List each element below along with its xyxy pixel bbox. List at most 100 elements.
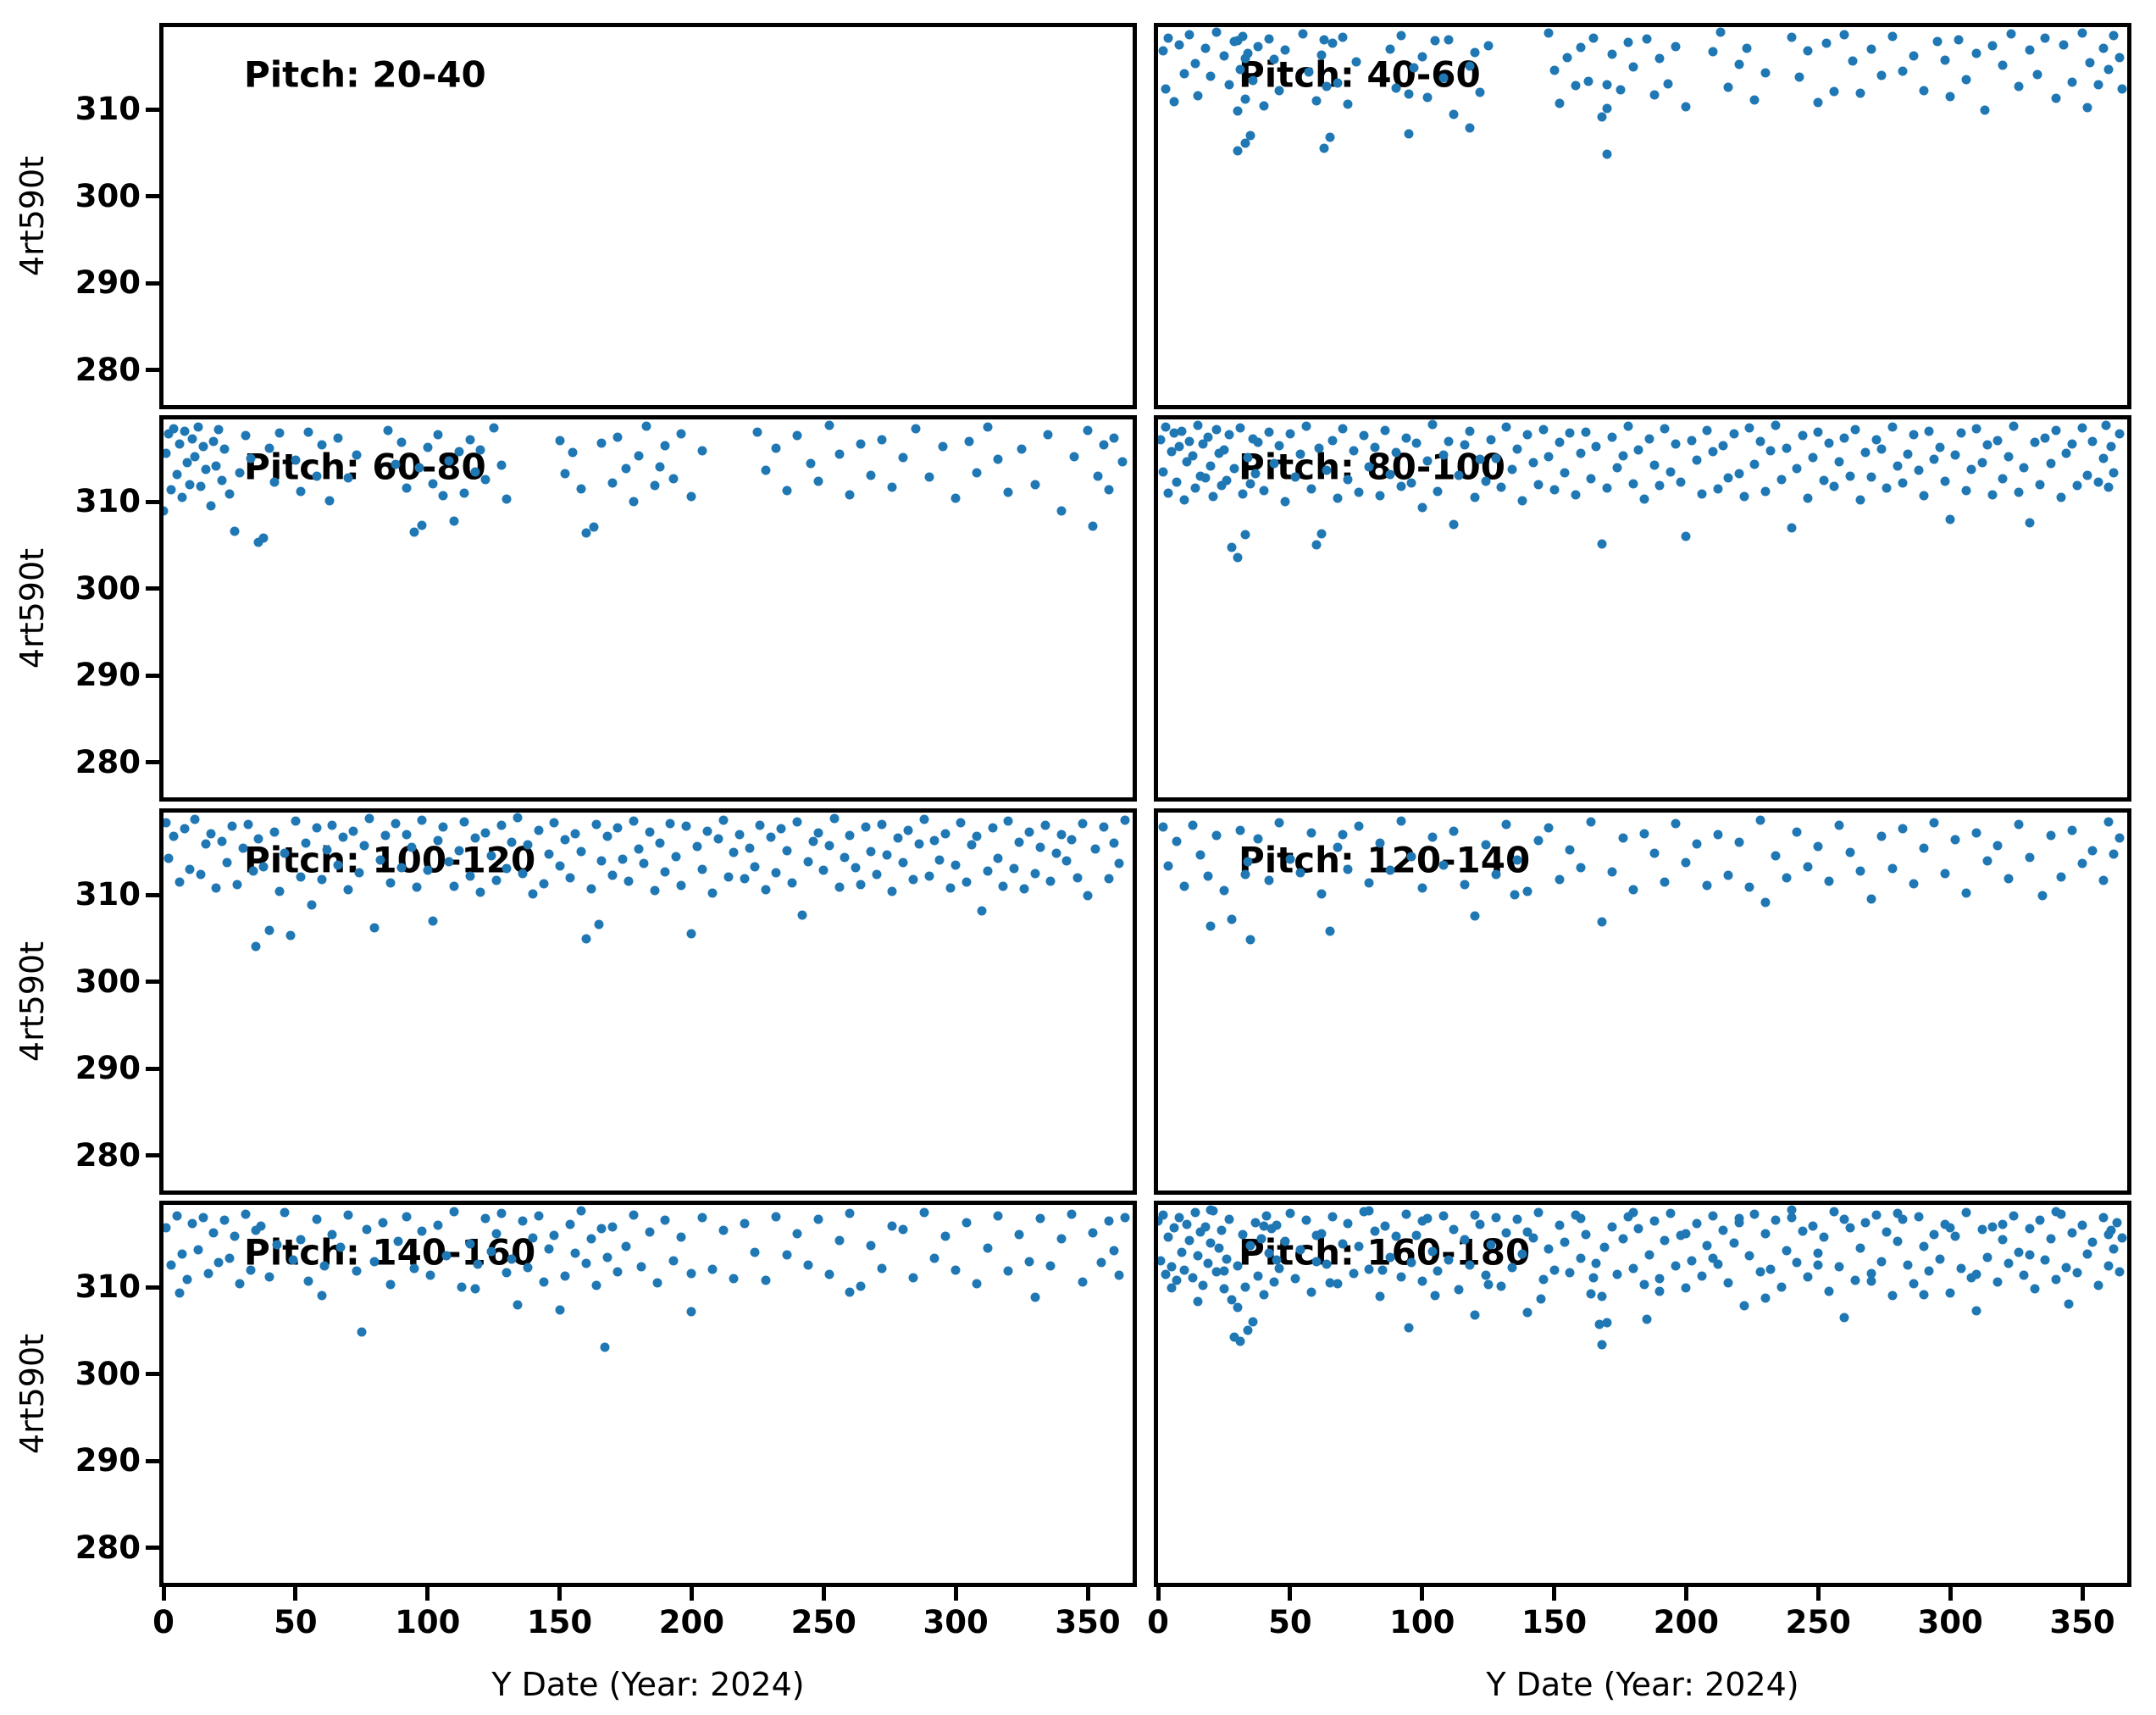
- scatter-point: [560, 835, 570, 845]
- scatter-point: [169, 831, 179, 841]
- scatter-point: [1444, 35, 1454, 45]
- scatter-point: [1319, 35, 1329, 45]
- scatter-point: [908, 874, 918, 885]
- scatter-point: [1507, 1263, 1517, 1273]
- scatter-point: [1819, 1232, 1829, 1242]
- scatter-point: [697, 864, 707, 874]
- scatter-point: [1261, 1211, 1272, 1221]
- scatter-point: [956, 818, 966, 828]
- scatter-point: [2059, 40, 2069, 49]
- scatter-point: [596, 856, 607, 866]
- scatter-point: [253, 834, 263, 844]
- scatter-point: [581, 934, 591, 944]
- scatter-point: [1401, 433, 1411, 443]
- scatter-point: [634, 451, 644, 461]
- y-tick-mark: [146, 107, 159, 112]
- scatter-point: [396, 437, 407, 447]
- scatter-point: [338, 832, 348, 842]
- scatter-point: [1198, 439, 1208, 449]
- scatter-point: [1109, 838, 1119, 848]
- scatter-point: [1887, 422, 1898, 432]
- scatter-point: [576, 1206, 585, 1216]
- scatter-point: [470, 467, 480, 477]
- x-tick-label: 200: [658, 1604, 725, 1640]
- scatter-point: [428, 916, 438, 926]
- scatter-point: [856, 1281, 866, 1291]
- scatter-point: [2103, 482, 2114, 492]
- scatter-point: [1848, 56, 1858, 66]
- scatter-point: [634, 844, 644, 854]
- scatter-point: [1660, 424, 1670, 434]
- scatter-point: [211, 461, 221, 471]
- scatter-point: [534, 1211, 544, 1221]
- scatter-point: [1017, 444, 1027, 454]
- scatter-point: [1882, 1227, 1892, 1237]
- scatter-point: [1172, 477, 1182, 487]
- scatter-point: [1893, 461, 1903, 471]
- scatter-point: [1359, 1207, 1369, 1217]
- scatter-point: [919, 1207, 929, 1218]
- y-tick-mark: [146, 760, 159, 765]
- scatter-point: [1586, 1289, 1596, 1299]
- scatter-point: [1295, 1245, 1305, 1255]
- scatter-point: [1771, 851, 1781, 861]
- scatter-point: [1676, 1230, 1686, 1240]
- scatter-point: [454, 447, 464, 457]
- y-tick-mark: [146, 194, 159, 199]
- scatter-point: [568, 447, 578, 458]
- scatter-point: [1803, 493, 1813, 503]
- x-axis-label-left: Y Date (Year: 2024): [491, 1666, 805, 1703]
- scatter-point: [544, 1244, 554, 1254]
- scatter-point: [2085, 58, 2095, 68]
- scatter-point: [1475, 1219, 1485, 1229]
- y-tick-label: 310: [75, 483, 141, 520]
- scatter-point: [190, 814, 200, 824]
- scatter-point: [1240, 869, 1250, 880]
- scatter-point: [385, 1279, 396, 1290]
- scatter-point: [425, 1270, 435, 1280]
- x-tick-label: 0: [1147, 1604, 1169, 1640]
- scatter-point: [1824, 876, 1834, 886]
- scatter-point: [1184, 436, 1194, 447]
- scatter-point: [1649, 460, 1660, 470]
- scatter-point: [489, 423, 499, 433]
- scatter-point: [164, 818, 171, 828]
- scatter-point: [1240, 94, 1250, 104]
- y-tick-mark: [146, 368, 159, 373]
- scatter-point: [496, 460, 507, 470]
- scatter-point: [964, 436, 974, 447]
- scatter-point: [2098, 1213, 2109, 1223]
- scatter-point: [324, 496, 335, 506]
- scatter-point: [1755, 815, 1765, 825]
- scatter-point: [518, 1216, 528, 1226]
- scatter-point: [1562, 53, 1572, 63]
- scatter-point: [1576, 1253, 1586, 1263]
- scatter-point: [1929, 818, 1939, 828]
- scatter-point: [951, 493, 961, 503]
- scatter-point: [1404, 129, 1414, 139]
- scatter-point: [1839, 433, 1849, 443]
- scatter-point: [480, 1213, 491, 1224]
- scatter-point: [1259, 1221, 1269, 1231]
- x-tick-label: 100: [395, 1604, 461, 1640]
- scatter-point: [1697, 1271, 1707, 1281]
- scatter-point: [792, 430, 802, 441]
- scatter-point: [1813, 1248, 1823, 1258]
- scatter-point: [1003, 1266, 1013, 1276]
- scatter-point: [459, 817, 469, 827]
- scatter-point: [1304, 67, 1314, 77]
- scatter-point: [681, 821, 691, 831]
- scatter-point: [1898, 824, 1908, 834]
- scatter-point: [402, 483, 412, 493]
- scatter-point: [470, 833, 480, 843]
- scatter-point: [1343, 99, 1353, 109]
- scatter-point: [1813, 1260, 1823, 1270]
- scatter-point: [845, 1208, 855, 1218]
- scatter-point: [177, 492, 187, 502]
- scatter-point: [983, 1243, 993, 1253]
- scatter-point: [607, 870, 618, 880]
- scatter-point: [528, 889, 538, 899]
- scatter-point: [1427, 1246, 1438, 1257]
- scatter-point: [761, 1275, 771, 1285]
- scatter-point: [423, 442, 433, 452]
